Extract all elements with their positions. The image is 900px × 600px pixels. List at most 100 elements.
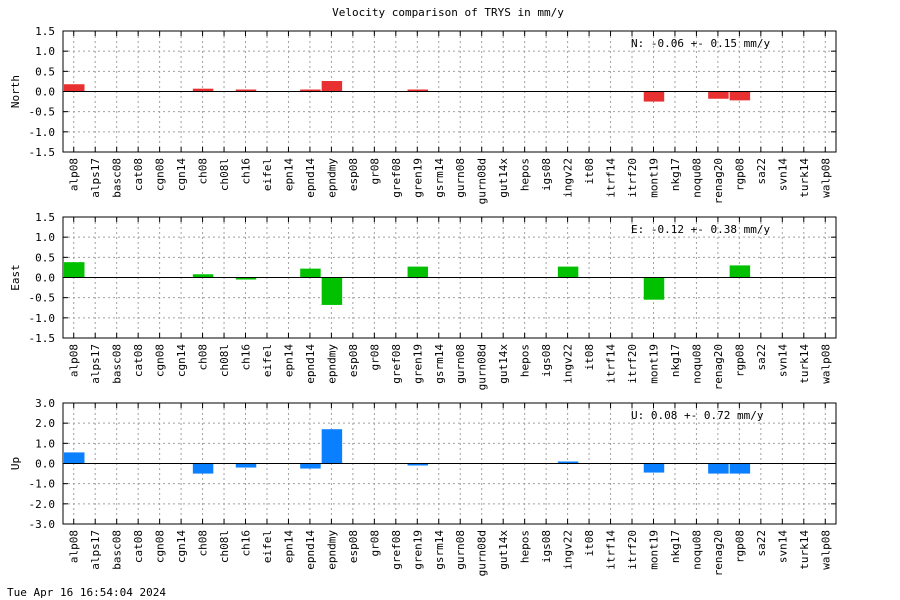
east-bar-mont19 <box>643 277 665 300</box>
up-bar-rgp08 <box>729 463 751 474</box>
east-xtick-label: it08 <box>583 344 596 371</box>
north-xtick-label: turk14 <box>798 158 811 198</box>
up-bar-ingv22 <box>557 461 579 464</box>
up-plot-frame <box>62 402 837 525</box>
north-xtick-label: eifel <box>261 158 274 191</box>
up-xtick-label: itrf14 <box>605 530 618 570</box>
east-bar-alp08 <box>64 262 85 278</box>
up-xtick-label: it08 <box>583 530 596 557</box>
north-bar-alp08 <box>64 84 85 92</box>
east-xtick-label: walp08 <box>819 344 832 384</box>
up-xtick-label: nkg17 <box>669 530 682 563</box>
east-xtick-label: itrf20 <box>626 344 639 384</box>
north-xtick-label: epn14 <box>282 158 295 191</box>
up-xtick-label: alp08 <box>68 530 81 563</box>
east-xtick-label: gurn08d <box>476 344 489 390</box>
up-bar-epndmy <box>321 429 343 464</box>
up-xtick-label: igs08 <box>540 530 553 563</box>
up-xtick-label: epn14 <box>282 530 295 563</box>
up-xtick-label: noqu08 <box>690 530 703 570</box>
north-xtick-label: alp08 <box>68 158 81 191</box>
east-xtick-label: cgn14 <box>175 344 188 377</box>
east-xtick-label: turk14 <box>798 344 811 384</box>
north-xtick-label: epndmy <box>325 158 338 198</box>
north-bar-epnd14 <box>300 89 321 92</box>
east-bar-rgp08 <box>729 265 751 278</box>
north-xtick-label: ingv22 <box>562 158 575 198</box>
north-axis-label: North <box>9 75 22 108</box>
up-bar-epnd14 <box>300 463 321 469</box>
up-xtick-label: basc08 <box>111 530 124 570</box>
north-xtick-label: itrf14 <box>605 158 618 198</box>
north-xtick-label: sa22 <box>755 158 768 185</box>
up-xtick-label: ch08 <box>197 530 210 557</box>
up-xtick-label: esp08 <box>347 530 360 563</box>
up-xtick-label: gut14x <box>497 530 510 570</box>
up-xtick-label: cat08 <box>132 530 145 563</box>
up-panel: 3.0 2.0 1.0 0.0 -1.0 -2.0 -3.0 alp08 alps17 basc0… <box>9 397 837 576</box>
north-xtick-label: ch16 <box>240 158 253 185</box>
north-bar-mont19 <box>643 91 665 102</box>
north-ytick-label: 0.5 <box>35 65 55 78</box>
east-xtick-label: renag20 <box>712 344 725 390</box>
east-bar-ch16 <box>235 277 257 280</box>
up-xtick-label: gr08 <box>368 530 381 557</box>
north-xtick-label: gurn08 <box>454 158 467 198</box>
east-xtick-label: gurn08 <box>454 344 467 384</box>
north-panel: 1.5 1.0 0.5 0.0 -0.5 -1.0 -1.5 alp08 alps17 basc0… <box>9 25 837 204</box>
north-xtick-label: cgn08 <box>154 158 167 191</box>
east-ytick-label: 0.5 <box>35 251 55 264</box>
east-xtick-label: ch08l <box>218 344 231 377</box>
east-xtick-label: ch08 <box>197 344 210 371</box>
north-summary-annotation: N: -0.06 +- 0.15 mm/y <box>631 37 770 50</box>
up-xtick-label: renag20 <box>712 530 725 576</box>
north-xtick-label: rgp08 <box>733 158 746 191</box>
east-xtick-label: epndmy <box>325 344 338 384</box>
up-bar-alp08 <box>64 452 85 464</box>
east-bar-ch08 <box>192 274 214 278</box>
up-xtick-label: turk14 <box>798 530 811 570</box>
up-ytick-label: -3.0 <box>29 518 56 531</box>
up-xtick-label: itrf20 <box>626 530 639 570</box>
up-xtick-label: alps17 <box>89 530 102 570</box>
east-xtick-label: svn14 <box>776 344 789 377</box>
up-xtick-label: gsrm14 <box>433 530 446 570</box>
up-bar-renag20 <box>708 463 729 474</box>
north-ytick-label: -1.0 <box>29 126 56 139</box>
east-xtick-label: alp08 <box>68 344 81 377</box>
up-ytick-label: 3.0 <box>35 397 55 410</box>
east-xtick-label: gut14x <box>497 344 510 384</box>
north-bar-rgp08 <box>729 91 751 101</box>
north-bar-epndmy <box>321 81 343 92</box>
east-xtick-label: eifel <box>261 344 274 377</box>
north-ytick-label: 1.0 <box>35 45 55 58</box>
east-bar-epndmy <box>321 277 343 305</box>
east-xtick-label: rgp08 <box>733 344 746 377</box>
up-bar-ch16 <box>235 463 257 468</box>
east-panel: 1.5 1.0 0.5 0.0 -0.5 -1.0 -1.5 alp08 alps17 basc0… <box>9 211 837 390</box>
north-xtick-label: gut14x <box>497 158 510 198</box>
north-xtick-label: svn14 <box>776 158 789 191</box>
east-xtick-label: igs08 <box>540 344 553 377</box>
up-xtick-label: hepos <box>519 530 532 563</box>
north-xtick-label: cat08 <box>132 158 145 191</box>
north-xtick-label: nkg17 <box>669 158 682 191</box>
up-xtick-label: svn14 <box>776 530 789 563</box>
east-xtick-label: gref08 <box>390 344 403 384</box>
up-xtick-label: gurn08 <box>454 530 467 570</box>
east-axis-label: East <box>9 264 22 291</box>
north-xtick-label: gref08 <box>390 158 403 198</box>
north-xtick-label: esp08 <box>347 158 360 191</box>
up-xtick-label: epnd14 <box>304 530 317 570</box>
north-xtick-label: ch08l <box>218 158 231 191</box>
up-xtick-label: ch16 <box>240 530 253 557</box>
north-ytick-label: -0.5 <box>29 106 56 119</box>
up-bar-ch08 <box>192 463 214 474</box>
up-summary-annotation: U: 0.08 +- 0.72 mm/y <box>631 409 764 422</box>
east-xtick-label: epnd14 <box>304 344 317 384</box>
up-bar-mont19 <box>643 463 665 473</box>
north-plot-frame <box>62 30 837 153</box>
north-ytick-label: 1.5 <box>35 25 55 38</box>
north-xtick-label: igs08 <box>540 158 553 191</box>
